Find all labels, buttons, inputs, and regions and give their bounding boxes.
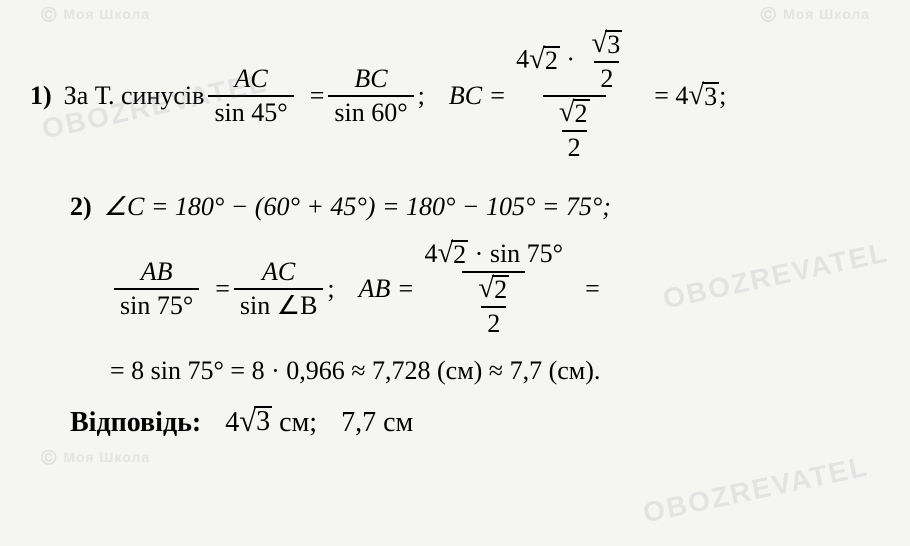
step2-angle-line: 2) ∠C = 180° − (60° + 45°) = 180° − 105°… — [70, 192, 880, 222]
bc-label: BC = — [449, 81, 506, 111]
watermark-logo: ©️ Моя Школа — [40, 6, 150, 23]
coef: 4 — [424, 239, 437, 268]
frac-ac-sin45: AC sin 45° — [208, 65, 293, 128]
sqrt-arg: 3 — [605, 30, 622, 58]
final-calc: = 8 sin 75° = 8 · 0,966 ≈ 7,728 (см) ≈ 7… — [110, 356, 600, 386]
frac-den: sin 75° — [114, 288, 199, 321]
frac-num: AC — [256, 258, 301, 289]
frac-sqrt2-2: √2 2 — [553, 99, 596, 162]
answer-value-1: 4√3 см; — [225, 406, 317, 439]
sqrt-2: √2 — [559, 99, 590, 128]
frac-den: sin ∠B — [234, 288, 324, 321]
watermark-logo: ©️ Моя Школа — [40, 449, 150, 466]
frac-den: sin 45° — [208, 95, 293, 128]
frac-den: √2 2 — [462, 271, 525, 338]
coef: 4 — [516, 45, 529, 74]
equals-trailing: = — [585, 274, 600, 304]
frac-num: AC — [228, 65, 273, 96]
step1-prefix: За Т. синусів — [64, 81, 205, 111]
equals-result: = 4 — [654, 81, 688, 111]
angle-equation: ∠C = 180° − (60° + 45°) = 180° − 105° = … — [104, 192, 611, 222]
sin75: sin 75° — [490, 239, 563, 268]
sqrt-arg: 2 — [451, 240, 468, 268]
frac-num: √2 — [553, 99, 596, 130]
answer-value-2: 7,7 см — [341, 407, 413, 439]
sqrt-arg: 3 — [702, 82, 719, 110]
sqrt-3: √3 — [239, 406, 272, 437]
frac-num: BC — [348, 65, 393, 96]
answer-line: Відповідь: 4√3 см; 7,7 см — [70, 406, 880, 439]
sqrt-arg: 2 — [543, 46, 560, 74]
dot: · — [475, 239, 484, 268]
sqrt-2: √2 — [478, 275, 509, 304]
coef: 4 — [225, 407, 239, 438]
watermark-text: OBOZREVATEL — [640, 451, 871, 530]
tail-semicolon: ; — [719, 81, 726, 111]
sqrt-arg: 3 — [254, 406, 272, 436]
step2b-line: AB sin 75° = AC sin ∠B ; AB = 4√2 · sin … — [110, 240, 880, 338]
ab-label: AB = — [359, 274, 415, 304]
dot: · — [566, 45, 575, 74]
frac-bc-sin60: BC sin 60° — [328, 65, 413, 128]
answer-label: Відповідь: — [70, 407, 201, 439]
sqrt-arg: 2 — [573, 99, 590, 127]
sqrt-3-result: √3 — [688, 82, 719, 111]
semicolon: ; — [327, 274, 334, 304]
frac-den: 2 — [594, 61, 619, 94]
frac-den: 2 — [481, 306, 506, 339]
frac-ab-value: 4√2 · sin 75° √2 2 — [418, 240, 569, 338]
sqrt-arg: 2 — [492, 275, 509, 303]
watermark-logo: ©️ Моя Школа — [760, 6, 870, 23]
frac-num: AB — [135, 258, 179, 289]
frac-num: √2 — [472, 275, 515, 306]
sqrt-3: √3 — [592, 30, 623, 59]
frac-num: 4√2 · sin 75° — [418, 240, 569, 271]
sqrt-2: √2 — [437, 240, 468, 269]
frac-den: sin 60° — [328, 95, 413, 128]
frac-num: √3 — [586, 30, 629, 61]
frac-den: √2 2 — [543, 95, 606, 162]
step2c-line: = 8 sin 75° = 8 · 0,966 ≈ 7,728 (см) ≈ 7… — [110, 356, 880, 386]
step1-number: 1) — [30, 81, 52, 111]
frac-ab-sin75: AB sin 75° — [114, 258, 199, 321]
semicolon: ; — [418, 81, 425, 111]
step2-number: 2) — [70, 192, 92, 222]
frac-sqrt3-2: √3 2 — [586, 30, 629, 93]
equals: = — [215, 274, 230, 304]
sqrt-2: √2 — [529, 46, 560, 75]
frac-den: 2 — [562, 130, 587, 163]
unit: см; — [272, 407, 317, 438]
frac-num: 4√2 · √3 2 — [510, 30, 638, 95]
frac-ac-sinb: AC sin ∠B — [234, 258, 324, 321]
frac-bc-value: 4√2 · √3 2 √2 2 — [510, 30, 638, 162]
step1-line: 1) За Т. синусів AC sin 45° = BC sin 60°… — [30, 30, 880, 162]
frac-sqrt2-2: √2 2 — [472, 275, 515, 338]
equals: = — [310, 81, 325, 111]
